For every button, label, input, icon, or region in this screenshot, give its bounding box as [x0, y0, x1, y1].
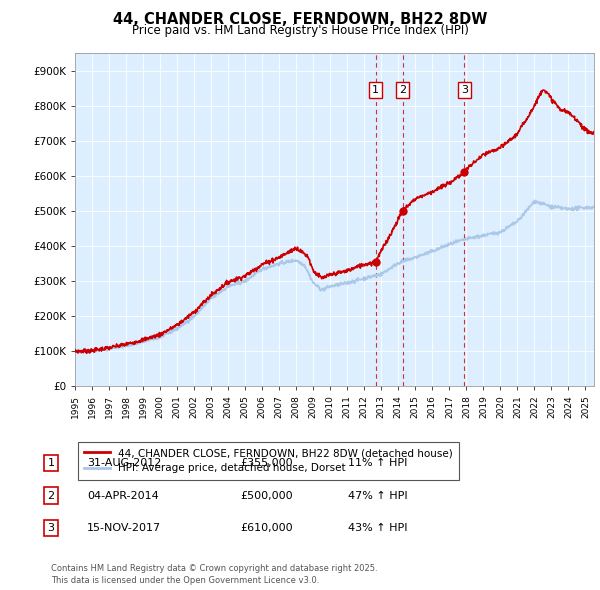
Text: 15-NOV-2017: 15-NOV-2017 — [87, 523, 161, 533]
Text: 1: 1 — [47, 458, 55, 468]
Text: £500,000: £500,000 — [240, 491, 293, 500]
Text: 44, CHANDER CLOSE, FERNDOWN, BH22 8DW: 44, CHANDER CLOSE, FERNDOWN, BH22 8DW — [113, 12, 487, 27]
Text: £610,000: £610,000 — [240, 523, 293, 533]
Text: 47% ↑ HPI: 47% ↑ HPI — [348, 491, 407, 500]
Text: 11% ↑ HPI: 11% ↑ HPI — [348, 458, 407, 468]
Text: 3: 3 — [461, 85, 468, 95]
Text: 31-AUG-2012: 31-AUG-2012 — [87, 458, 161, 468]
Text: 3: 3 — [47, 523, 55, 533]
Text: 2: 2 — [47, 491, 55, 500]
Text: £355,000: £355,000 — [240, 458, 293, 468]
Text: 43% ↑ HPI: 43% ↑ HPI — [348, 523, 407, 533]
Text: Price paid vs. HM Land Registry's House Price Index (HPI): Price paid vs. HM Land Registry's House … — [131, 24, 469, 37]
Text: 04-APR-2014: 04-APR-2014 — [87, 491, 159, 500]
Text: Contains HM Land Registry data © Crown copyright and database right 2025.
This d: Contains HM Land Registry data © Crown c… — [51, 565, 377, 585]
Text: 1: 1 — [372, 85, 379, 95]
Text: 2: 2 — [399, 85, 406, 95]
Legend: 44, CHANDER CLOSE, FERNDOWN, BH22 8DW (detached house), HPI: Average price, deta: 44, CHANDER CLOSE, FERNDOWN, BH22 8DW (d… — [77, 442, 459, 480]
